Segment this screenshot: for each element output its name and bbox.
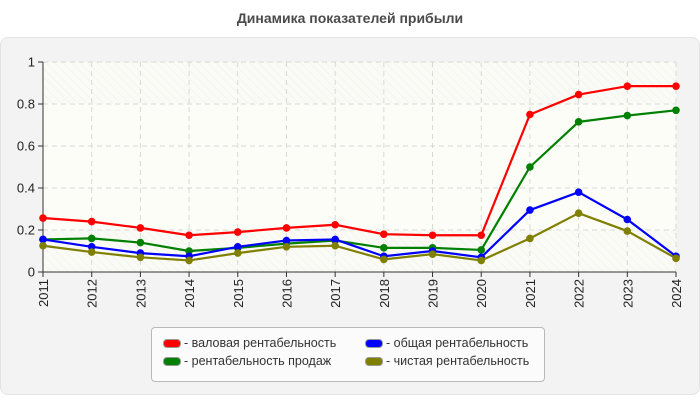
data-point[interactable] [233,243,242,251]
data-point[interactable] [185,231,193,240]
data-point[interactable] [623,215,632,224]
data-point[interactable] [672,106,680,115]
data-point[interactable] [428,250,437,258]
legend-swatch-olive [365,356,383,366]
data-point[interactable] [623,111,632,120]
data-point[interactable] [331,220,339,229]
data-point[interactable] [39,241,47,250]
legend-label: - общая рентабельность [386,336,529,350]
data-point[interactable] [185,247,193,255]
axes: 0 0.2 0.4 0.6 0.8 1 2011 2012 2013 2014 2015 2016 20… [17,55,684,308]
plot-background [43,62,676,272]
legend-item-total-margin[interactable]: - общая рентабельность [365,336,528,350]
x-tick-label: 2015 [231,279,246,308]
data-point[interactable] [331,241,339,250]
data-point[interactable] [623,82,632,90]
legend: - валовая рентабельность - общая рентабе… [151,327,545,382]
data-point[interactable] [574,188,583,196]
x-tick-label: 2012 [85,279,100,308]
data-point[interactable] [672,254,680,263]
data-point[interactable] [39,214,47,222]
data-point[interactable] [87,234,96,243]
data-point[interactable] [233,249,242,257]
x-tick-label: 2020 [474,279,489,308]
x-tick-label: 2024 [669,279,684,308]
data-point[interactable] [39,235,47,244]
legend-label: - рентабельность продаж [184,354,332,368]
data-point[interactable] [380,255,388,264]
data-point[interactable] [136,238,145,247]
data-point[interactable] [672,82,680,90]
y-tick-label: 0.8 [17,97,35,112]
data-point[interactable] [526,234,534,243]
data-point[interactable] [574,90,583,99]
data-point[interactable] [380,244,388,252]
series-layer [39,82,680,265]
legend-item-gross-margin[interactable]: - валовая рентабельность [163,336,365,350]
data-point[interactable] [136,224,145,232]
x-tick-label: 2017 [328,279,343,308]
y-tick-label: 0.2 [17,223,35,238]
data-point[interactable] [526,163,534,171]
chart-title: Динамика показателей прибыли [236,10,464,26]
data-point[interactable] [477,231,486,240]
x-tick-label: 2021 [523,279,538,308]
y-tick-label: 0.4 [17,181,35,196]
data-point[interactable] [282,236,291,245]
data-point[interactable] [380,230,388,238]
x-tick-label: 2011 [36,279,51,307]
x-tick-label: 2013 [133,279,148,308]
data-point[interactable] [282,224,291,232]
legend-item-sales-margin[interactable]: - рентабельность продаж [163,354,365,368]
legend-row: - валовая рентабельность - общая рентабе… [163,334,544,352]
x-tick-label: 2022 [572,279,587,308]
x-tick-label: 2023 [620,279,635,308]
y-tick-label: 0.6 [17,139,35,154]
series-808000 [39,209,680,265]
data-point[interactable] [574,118,583,126]
y-tick-label: 0 [28,265,35,280]
legend-label: - чистая рентабельность [386,354,530,368]
legend-label: - валовая рентабельность [184,336,337,350]
data-point[interactable] [526,206,534,214]
data-point[interactable] [233,228,242,236]
legend-item-net-margin[interactable]: - чистая рентабельность [365,354,529,368]
data-point[interactable] [477,246,486,254]
x-tick-label: 2014 [182,279,197,308]
x-tick-label: 2018 [377,279,392,308]
data-point[interactable] [331,235,339,244]
data-point[interactable] [428,231,437,240]
data-point[interactable] [87,217,96,226]
data-point[interactable] [477,256,486,265]
legend-row: - рентабельность продаж - чистая рентабе… [163,352,544,370]
data-point[interactable] [185,256,193,265]
series-ff0000 [39,82,680,240]
x-tick-label: 2019 [426,279,441,308]
legend-swatch-red [163,338,181,348]
data-point[interactable] [136,253,145,262]
legend-swatch-green [163,356,181,366]
y-tick-label: 1 [28,55,35,70]
data-point[interactable] [526,110,534,119]
data-point[interactable] [282,243,291,251]
data-point[interactable] [574,209,583,217]
data-point[interactable] [623,227,632,235]
data-point[interactable] [87,243,96,251]
data-point[interactable] [87,248,96,256]
x-tick-label: 2016 [279,279,294,308]
legend-swatch-blue [365,338,383,348]
